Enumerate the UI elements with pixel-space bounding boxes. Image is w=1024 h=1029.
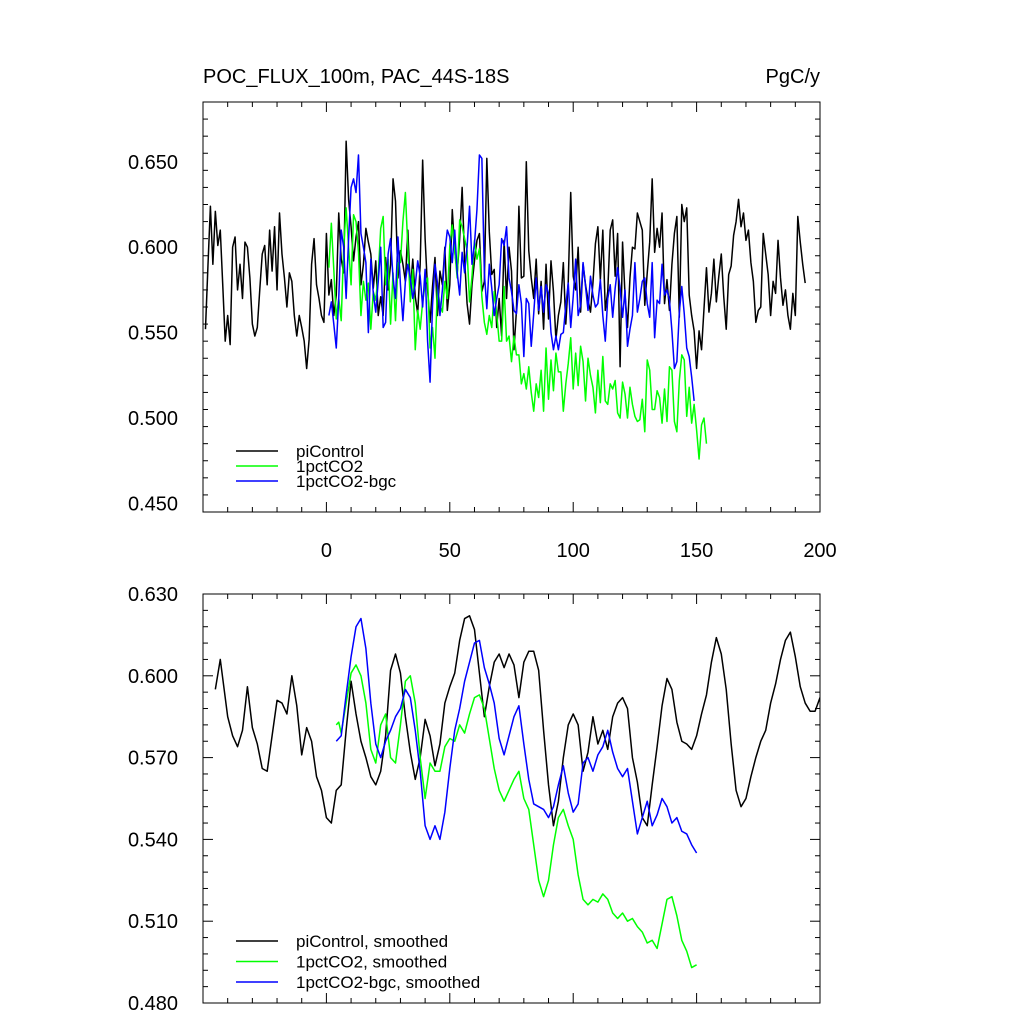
series-line-1pctco2-smoothed xyxy=(335,664,697,969)
legend-label: piControl, smoothed xyxy=(296,932,448,951)
legend-label: piControl xyxy=(296,442,364,461)
x-tick-label: 50 xyxy=(439,540,461,562)
plot-frame xyxy=(202,593,821,1004)
legend-label: 1pctCO2-bgc xyxy=(296,472,397,491)
legend-label: 1pctCO2-bgc, smoothed xyxy=(296,973,480,992)
y-tick-label: 0.450 xyxy=(128,493,178,515)
x-tick-label: 150 xyxy=(680,540,713,562)
series-line-picontrol xyxy=(204,140,806,370)
x-tick-label: 200 xyxy=(803,540,836,562)
y-tick-label: 0.480 xyxy=(128,993,178,1015)
series-line-1pctco2 xyxy=(328,191,708,460)
bottom-panel: 0.480 0.510 0.540 0.570 0.600 0.630 piControl,… xyxy=(128,584,821,1015)
y-tick-label: 0.650 xyxy=(128,152,178,174)
y-tick-label: 0.630 xyxy=(128,584,178,606)
units-label: PgC/y xyxy=(766,66,820,88)
y-tick-label: 0.500 xyxy=(128,408,178,430)
series-line-1pctco2-bgc-smoothed xyxy=(335,617,698,854)
y-tick-label: 0.570 xyxy=(128,748,178,770)
y-tick-label: 0.600 xyxy=(128,237,178,259)
legend-label: 1pctCO2, smoothed xyxy=(296,953,447,972)
chart-title: POC_FLUX_100m, PAC_44S-18S xyxy=(203,66,509,88)
x-tick-label: 0 xyxy=(321,540,332,562)
top-panel: 0.450 0.500 0.550 0.600 0.650 0 50 100 150 200 POC… xyxy=(128,66,837,562)
y-tick-label: 0.540 xyxy=(128,829,178,851)
series-line-1pctco2-bgc xyxy=(328,154,695,402)
x-tick-label: 100 xyxy=(557,540,590,562)
y-tick-label: 0.510 xyxy=(128,911,178,933)
series-line-picontrol-smoothed xyxy=(214,615,820,827)
legend-label: 1pctCO2 xyxy=(296,457,363,476)
y-tick-label: 0.550 xyxy=(128,323,178,345)
y-tick-label: 0.600 xyxy=(128,666,178,688)
